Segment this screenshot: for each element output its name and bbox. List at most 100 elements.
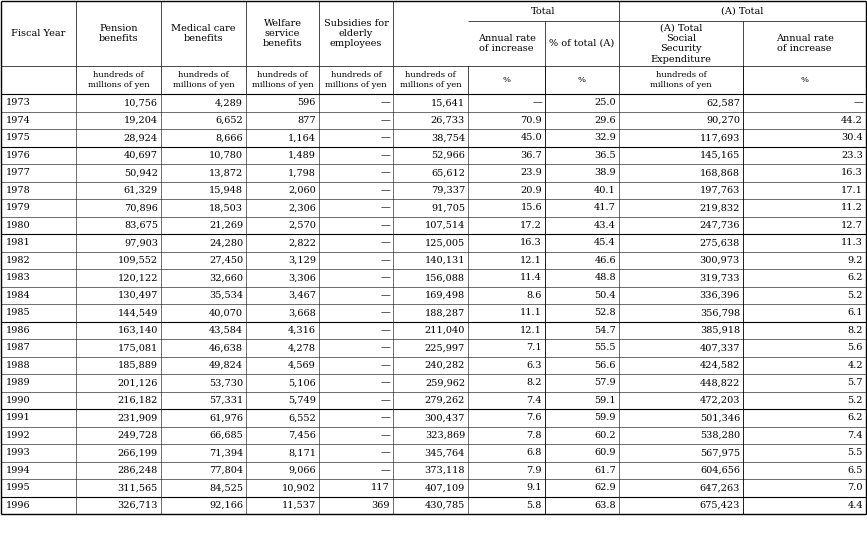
Text: —: — <box>381 309 390 317</box>
Text: 13,872: 13,872 <box>209 168 243 177</box>
Text: 10,756: 10,756 <box>124 98 158 107</box>
Text: 1974: 1974 <box>6 116 31 125</box>
Text: 188,287: 188,287 <box>425 309 465 317</box>
Text: —: — <box>381 395 390 405</box>
Text: 3,668: 3,668 <box>288 309 316 317</box>
Text: 46,638: 46,638 <box>209 344 243 352</box>
Text: —: — <box>381 151 390 160</box>
Text: 59.9: 59.9 <box>595 413 616 422</box>
Text: 4,569: 4,569 <box>288 361 316 370</box>
Text: —: — <box>381 203 390 212</box>
Text: 62.9: 62.9 <box>595 483 616 492</box>
Text: 40.1: 40.1 <box>594 186 616 195</box>
Text: 66,685: 66,685 <box>209 430 243 440</box>
Text: 8,666: 8,666 <box>215 133 243 142</box>
Text: 5.6: 5.6 <box>848 344 863 352</box>
Text: 9.1: 9.1 <box>526 483 542 492</box>
Text: —: — <box>381 448 390 457</box>
Text: 11,537: 11,537 <box>282 501 316 510</box>
Text: 247,736: 247,736 <box>700 221 740 230</box>
Text: 70,896: 70,896 <box>124 203 158 212</box>
Text: —: — <box>381 274 390 282</box>
Text: 4.2: 4.2 <box>847 361 863 370</box>
Text: 55.5: 55.5 <box>595 344 616 352</box>
Text: 91,705: 91,705 <box>431 203 465 212</box>
Text: 10,902: 10,902 <box>282 483 316 492</box>
Text: 97,903: 97,903 <box>124 238 158 247</box>
Text: —: — <box>381 116 390 125</box>
Text: 1991: 1991 <box>6 413 30 422</box>
Text: 61,976: 61,976 <box>209 413 243 422</box>
Text: 5.7: 5.7 <box>848 378 863 387</box>
Text: 175,081: 175,081 <box>118 344 158 352</box>
Text: 11.2: 11.2 <box>841 203 863 212</box>
Text: Annual rate
of increase: Annual rate of increase <box>776 34 833 53</box>
Text: 79,337: 79,337 <box>431 186 465 195</box>
Text: —: — <box>381 221 390 230</box>
Text: 5.2: 5.2 <box>848 291 863 300</box>
Text: 49,824: 49,824 <box>209 361 243 370</box>
Text: —: — <box>381 133 390 142</box>
Text: 6,552: 6,552 <box>288 413 316 422</box>
Text: —: — <box>532 98 542 107</box>
Text: 15,641: 15,641 <box>431 98 465 107</box>
Text: 225,997: 225,997 <box>425 344 465 352</box>
Text: 373,118: 373,118 <box>425 465 465 475</box>
Text: 596: 596 <box>297 98 316 107</box>
Text: 275,638: 275,638 <box>700 238 740 247</box>
Text: 163,140: 163,140 <box>118 326 158 335</box>
Text: 40,697: 40,697 <box>124 151 158 160</box>
Text: 336,396: 336,396 <box>700 291 740 300</box>
Text: —: — <box>381 361 390 370</box>
Text: Fiscal Year: Fiscal Year <box>11 29 66 38</box>
Text: 319,733: 319,733 <box>700 274 740 282</box>
Text: 231,909: 231,909 <box>118 413 158 422</box>
Text: 57,331: 57,331 <box>209 395 243 405</box>
Text: 21,269: 21,269 <box>209 221 243 230</box>
Text: 16.3: 16.3 <box>520 238 542 247</box>
Text: 1,489: 1,489 <box>288 151 316 160</box>
Text: 1975: 1975 <box>6 133 30 142</box>
Text: 27,450: 27,450 <box>209 256 243 265</box>
Text: 117: 117 <box>371 483 390 492</box>
Text: 17.2: 17.2 <box>520 221 542 230</box>
Text: Welfare
service
benefits: Welfare service benefits <box>263 19 303 48</box>
Text: 54.7: 54.7 <box>594 326 616 335</box>
Text: Pension
benefits: Pension benefits <box>99 24 139 43</box>
Text: 23.3: 23.3 <box>841 151 863 160</box>
Text: 7.6: 7.6 <box>526 413 542 422</box>
Text: 201,126: 201,126 <box>118 378 158 387</box>
Text: 1976: 1976 <box>6 151 30 160</box>
Text: 52.8: 52.8 <box>595 309 616 317</box>
Text: —: — <box>381 98 390 107</box>
Text: 48.8: 48.8 <box>595 274 616 282</box>
Text: 71,394: 71,394 <box>209 448 243 457</box>
Text: 2,822: 2,822 <box>288 238 316 247</box>
Text: —: — <box>381 344 390 352</box>
Text: 61,329: 61,329 <box>124 186 158 195</box>
Text: 12.7: 12.7 <box>841 221 863 230</box>
Text: 140,131: 140,131 <box>425 256 465 265</box>
Text: 7,456: 7,456 <box>288 430 316 440</box>
Text: 62,587: 62,587 <box>706 98 740 107</box>
Text: 32,660: 32,660 <box>209 274 243 282</box>
Text: 6.8: 6.8 <box>526 448 542 457</box>
Text: 4,289: 4,289 <box>215 98 243 107</box>
Text: 24,280: 24,280 <box>209 238 243 247</box>
Text: 4.4: 4.4 <box>847 501 863 510</box>
Text: 1981: 1981 <box>6 238 30 247</box>
Text: 240,282: 240,282 <box>425 361 465 370</box>
Text: 26,733: 26,733 <box>431 116 465 125</box>
Text: 8.2: 8.2 <box>526 378 542 387</box>
Text: 145,165: 145,165 <box>700 151 740 160</box>
Text: 17.1: 17.1 <box>841 186 863 195</box>
Text: 6,652: 6,652 <box>215 116 243 125</box>
Text: 30.4: 30.4 <box>841 133 863 142</box>
Text: 5.5: 5.5 <box>848 448 863 457</box>
Text: 65,612: 65,612 <box>431 168 465 177</box>
Text: 23.9: 23.9 <box>520 168 542 177</box>
Text: 430,785: 430,785 <box>425 501 465 510</box>
Text: 1973: 1973 <box>6 98 31 107</box>
Text: 8.6: 8.6 <box>526 291 542 300</box>
Text: 1984: 1984 <box>6 291 30 300</box>
